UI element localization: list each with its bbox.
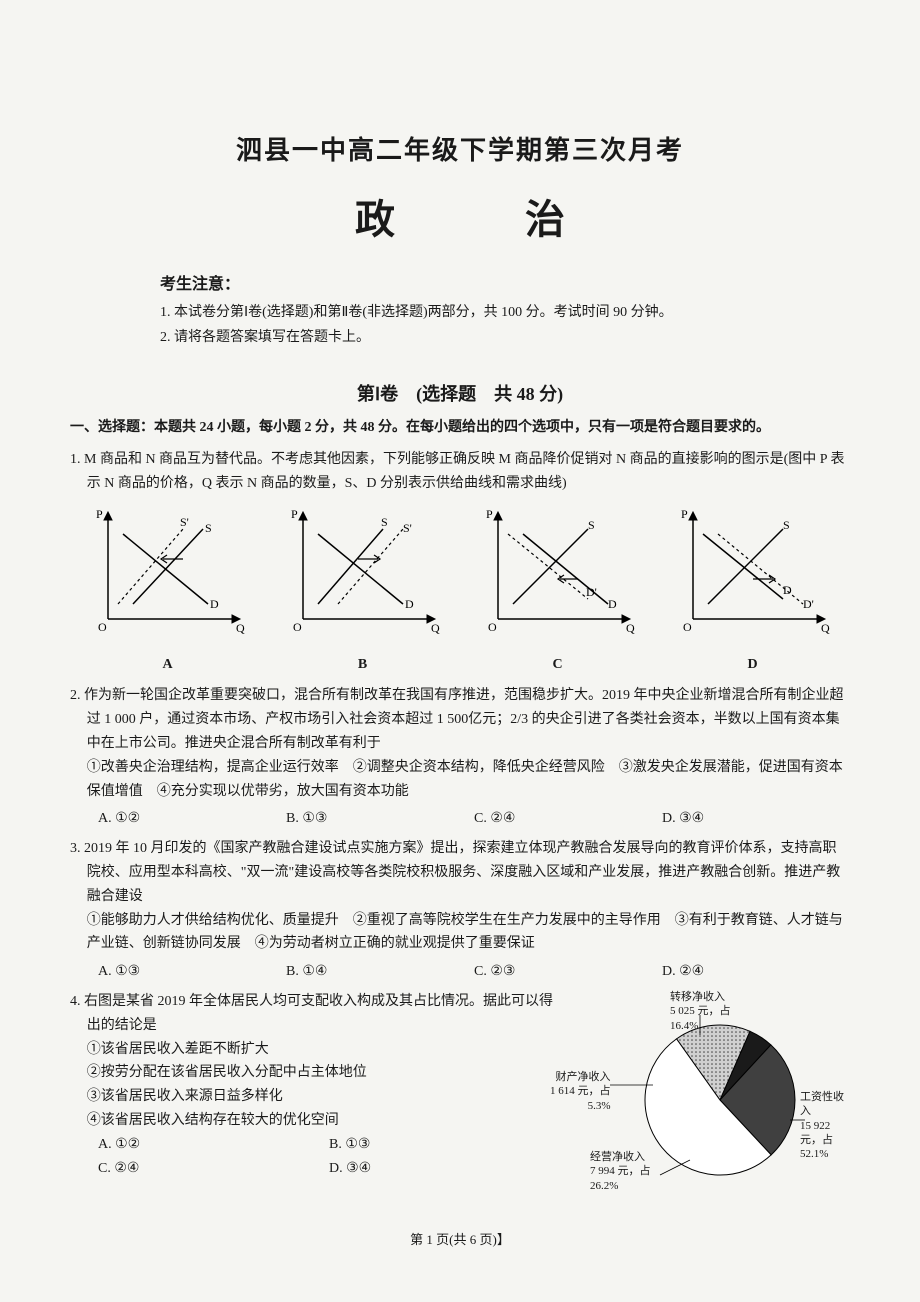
q1-charts: P O Q S S' D A P O Q [70, 504, 850, 677]
svg-text:D: D [210, 597, 219, 611]
q4-opt-c: C. ②④ [98, 1157, 329, 1181]
chart-c-label: C [478, 653, 638, 677]
q2-opt-a: A. ①② [98, 807, 286, 831]
svg-text:S: S [381, 515, 388, 529]
chart-d: P O Q S D D' D [673, 504, 833, 677]
svg-text:P: P [681, 507, 688, 521]
svg-text:P: P [96, 507, 103, 521]
svg-text:O: O [488, 620, 497, 634]
svg-text:D': D' [586, 585, 597, 599]
q2-opt-d: D. ③④ [662, 807, 850, 831]
svg-text:O: O [98, 620, 107, 634]
q3-options: A. ①③ B. ①④ C. ②③ D. ②④ [70, 960, 850, 984]
q4-pie-chart: 转移净收入 5 025 元，占 16.4% 财产净收入 1 614 元，占 5.… [570, 990, 850, 1209]
svg-text:S: S [205, 521, 212, 535]
q3-statements: ①能够助力人才供给结构优化、质量提升 ②重视了高等院校学生在生产力发展中的主导作… [70, 909, 850, 957]
q2-statements: ①改善央企治理结构，提高企业运行效率 ②调整央企资本结构，降低央企经营风险 ③激… [70, 756, 850, 804]
q4-s1: ①该省居民收入差距不断扩大 [70, 1038, 560, 1062]
q3-opt-c: C. ②③ [474, 960, 662, 984]
q4-opt-d: D. ③④ [329, 1157, 560, 1181]
pie-label-transfer: 转移净收入 5 025 元，占 16.4% [670, 990, 731, 1033]
q2-options: A. ①② B. ①③ C. ②④ D. ③④ [70, 807, 850, 831]
notice-heading: 考生注意： [160, 270, 850, 294]
q4-opt-a: A. ①② [98, 1133, 329, 1157]
svg-text:Q: Q [626, 621, 635, 635]
question-2: 2. 作为新一轮国企改革重要突破口，混合所有制改革在我国有序推进，范围稳步扩大。… [70, 684, 850, 831]
svg-text:S: S [783, 518, 790, 532]
svg-text:S: S [588, 518, 595, 532]
svg-text:Q: Q [236, 621, 245, 635]
chart-a-label: A [88, 653, 248, 677]
q2-text: 2. 作为新一轮国企改革重要突破口，混合所有制改革在我国有序推进，范围稳步扩大。… [70, 684, 850, 755]
svg-text:S': S' [403, 521, 412, 535]
q3-opt-d: D. ②④ [662, 960, 850, 984]
q2-opt-b: B. ①③ [286, 807, 474, 831]
svg-text:P: P [486, 507, 493, 521]
q4-s2: ②按劳分配在该省居民收入分配中占主体地位 [70, 1061, 560, 1085]
svg-text:D: D [608, 597, 617, 611]
q3-text: 3. 2019 年 10 月印发的《国家产教融合建设试点实施方案》提出，探索建立… [70, 837, 850, 908]
section-1-title: 第Ⅰ卷 (选择题 共 48 分) [70, 380, 850, 406]
svg-text:P: P [291, 507, 298, 521]
notice-line-1: 1. 本试卷分第Ⅰ卷(选择题)和第Ⅱ卷(非选择题)两部分，共 100 分。考试时… [160, 300, 850, 325]
svg-text:S': S' [180, 515, 189, 529]
question-1: 1. M 商品和 N 商品互为替代品。不考虑其他因素，下列能够正确反映 M 商品… [70, 448, 850, 676]
q3-opt-a: A. ①③ [98, 960, 286, 984]
section-1-instructions: 一、选择题：本题共 24 小题，每小题 2 分，共 48 分。在每小题给出的四个… [70, 416, 850, 440]
page-footer: 第 1 页(共 6 页)】 [70, 1229, 850, 1248]
q4-s3: ③该省居民收入来源日益多样化 [70, 1085, 560, 1109]
svg-text:Q: Q [431, 621, 440, 635]
svg-text:O: O [293, 620, 302, 634]
notice-line-2: 2. 请将各题答案填写在答题卡上。 [160, 325, 850, 350]
q4-text: 4. 右图是某省 2019 年全体居民人均可支配收入构成及其占比情况。据此可以得… [70, 990, 560, 1038]
svg-text:D: D [405, 597, 414, 611]
question-3: 3. 2019 年 10 月印发的《国家产教融合建设试点实施方案》提出，探索建立… [70, 837, 850, 984]
chart-b: P O Q S S' D B [283, 504, 443, 677]
q2-opt-c: C. ②④ [474, 807, 662, 831]
exam-title: 泗县一中高二年级下学期第三次月考 [70, 130, 850, 167]
pie-label-wage: 工资性收入 15 922 元，占 52.1% [800, 1090, 850, 1161]
chart-d-label: D [673, 653, 833, 677]
svg-text:D': D' [803, 597, 814, 611]
q4-opt-b: B. ①③ [329, 1133, 560, 1157]
q4-s4: ④该省居民收入结构存在较大的优化空间 [70, 1109, 560, 1133]
chart-c: P O Q S D D' C [478, 504, 638, 677]
pie-label-business: 经营净收入 7 994 元，占 26.2% [590, 1150, 651, 1193]
chart-a: P O Q S S' D A [88, 504, 248, 677]
question-4: 4. 右图是某省 2019 年全体居民人均可支配收入构成及其占比情况。据此可以得… [70, 990, 850, 1209]
q4-options: A. ①② B. ①③ C. ②④ D. ③④ [70, 1133, 560, 1181]
q1-text: 1. M 商品和 N 商品互为替代品。不考虑其他因素，下列能够正确反映 M 商品… [70, 448, 850, 496]
svg-text:Q: Q [821, 621, 830, 635]
svg-text:D: D [783, 583, 792, 597]
pie-label-property: 财产净收入 1 614 元，占 5.3% [550, 1070, 611, 1113]
chart-b-label: B [283, 653, 443, 677]
svg-text:O: O [683, 620, 692, 634]
subject-title: 政 治 [70, 187, 850, 245]
q3-opt-b: B. ①④ [286, 960, 474, 984]
